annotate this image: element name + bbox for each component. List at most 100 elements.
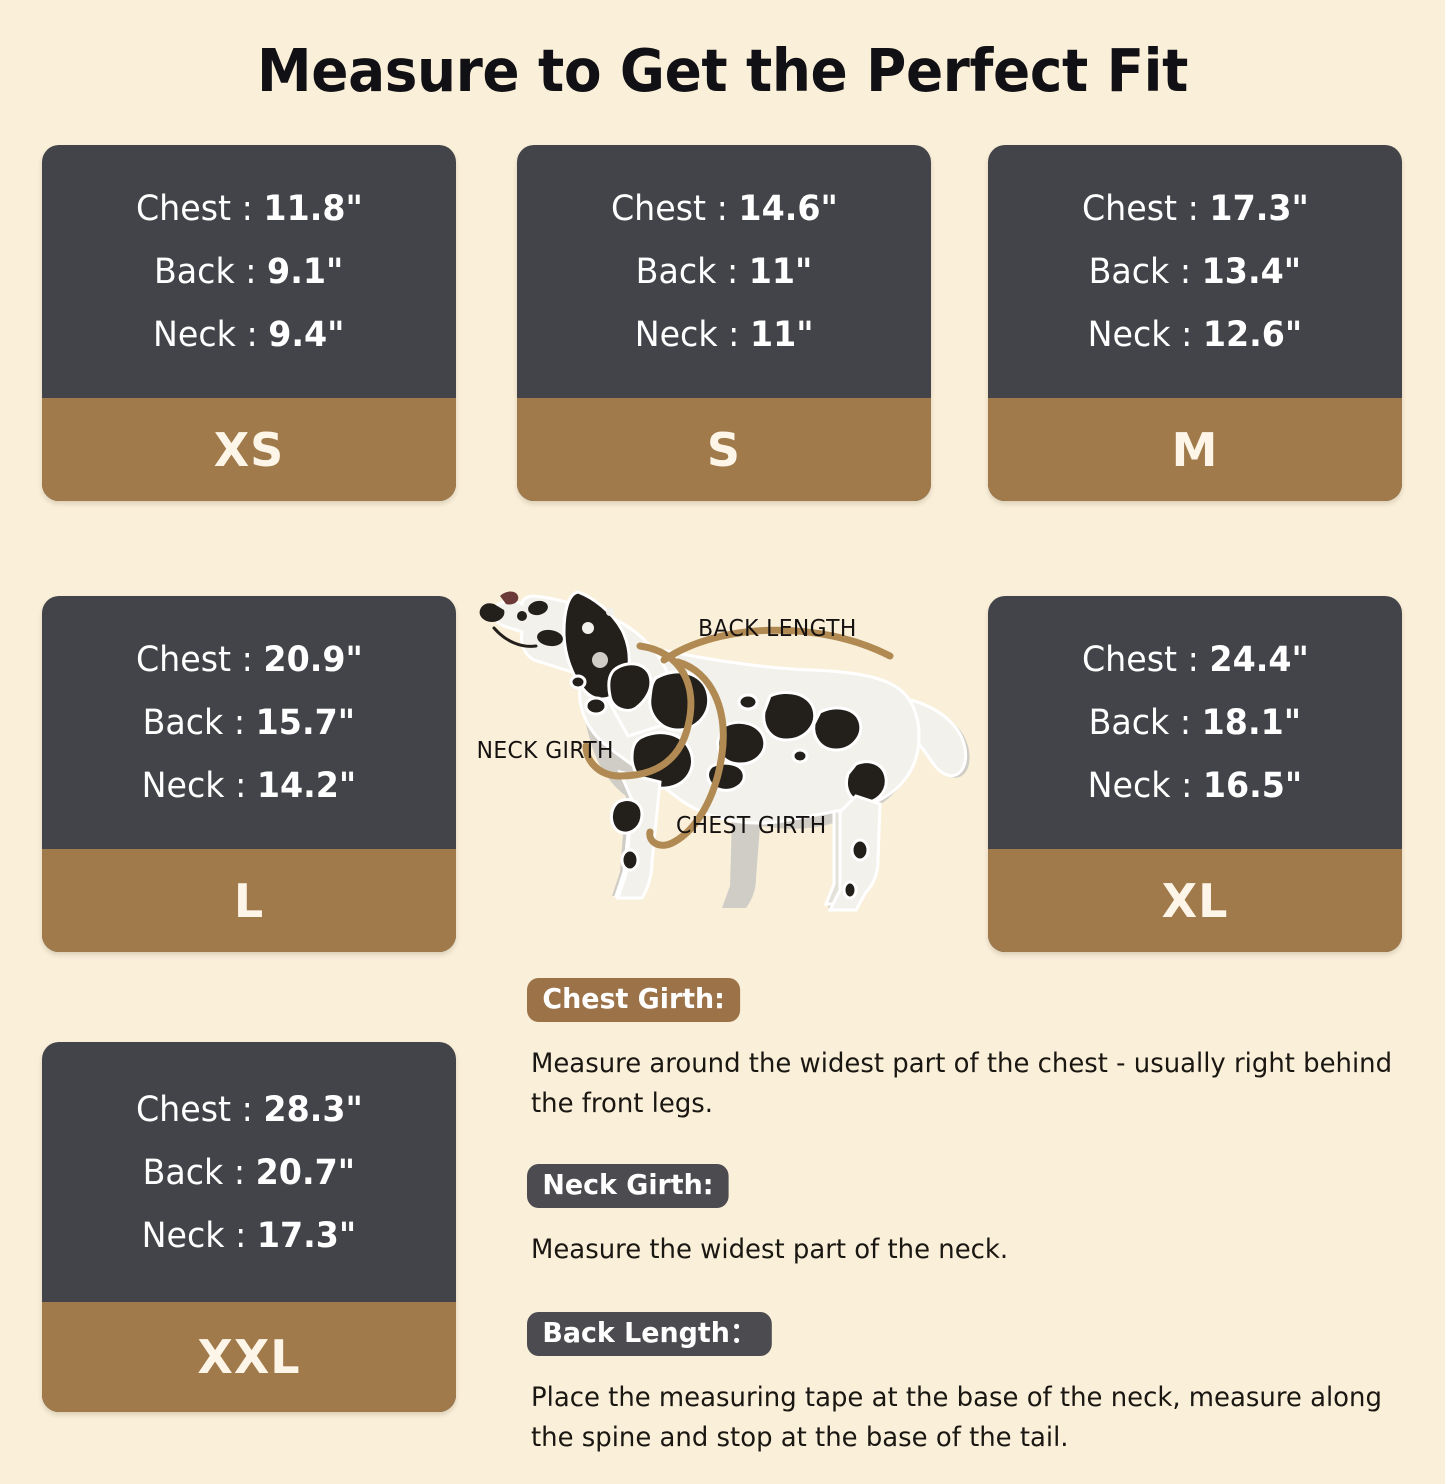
- size-name: XL: [1161, 873, 1229, 928]
- dog-mouth: [492, 626, 538, 648]
- spec-back-label: Back :: [1088, 252, 1192, 292]
- size-name: XXL: [197, 1330, 301, 1384]
- spec-neck-value: 14.2": [256, 766, 357, 806]
- spec-chest-label: Chest :: [1081, 640, 1199, 680]
- diagram-label-back-length: BACK LENGTH: [698, 616, 857, 642]
- size-chart-page: Measure to Get the Perfect Fit Chest : 1…: [42, 36, 1402, 1453]
- size-card-l: Chest : 20.9" Back : 15.7" Neck : 14.2" …: [42, 596, 456, 952]
- spec-back: Back : 20.7": [142, 1152, 356, 1193]
- spec-neck: Neck : 9.4": [153, 318, 344, 353]
- spec-chest-value: 24.4": [1209, 640, 1309, 680]
- spec-back-label: Back :: [1088, 703, 1192, 743]
- spec-chest: Chest : 24.4": [1082, 643, 1309, 678]
- size-card-footer: S: [517, 398, 931, 501]
- size-card-xs: Chest : 11.8" Back : 9.1" Neck : 9.4" XS: [42, 145, 456, 501]
- spec-back-label: Back :: [635, 252, 739, 292]
- spec-neck-label: Neck :: [141, 766, 247, 806]
- size-card-specs: Chest : 20.9" Back : 15.7" Neck : 14.2": [42, 596, 456, 849]
- dog-spot-body-1: [648, 670, 711, 732]
- instruction-text-chest-girth: Measure around the widest part of the ch…: [531, 1048, 1393, 1119]
- dog-ear-spot-1: [582, 622, 594, 634]
- spec-back: Back : 15.7": [143, 706, 355, 741]
- spec-chest-label: Chest :: [135, 189, 253, 229]
- spec-chest-label: Chest :: [135, 1089, 253, 1130]
- instruction-heading-chest-girth: Chest Girth:: [527, 978, 741, 1022]
- size-card-specs: Chest : 24.4" Back : 18.1" Neck : 16.5": [988, 596, 1402, 849]
- size-card-specs: Chest : 11.8" Back : 9.1" Neck : 9.4": [42, 145, 456, 398]
- spec-neck-label: Neck :: [1087, 315, 1193, 355]
- size-card-footer: XXL: [42, 1302, 456, 1412]
- diagram-label-chest-girth: CHEST GIRTH: [675, 813, 827, 839]
- spec-back: Back : 13.4": [1089, 255, 1301, 290]
- dog-spot-body-6: [737, 693, 759, 711]
- spec-back-value: 15.7": [255, 703, 356, 743]
- spec-neck-label: Neck :: [153, 315, 258, 355]
- spec-back-label: Back :: [142, 1152, 246, 1193]
- size-card-footer: XS: [42, 398, 456, 501]
- spec-neck: Neck : 17.3": [142, 1215, 357, 1256]
- dog-spot-leg-3: [850, 838, 870, 862]
- spec-chest-label: Chest :: [1081, 189, 1199, 229]
- diagram-label-neck-girth: NECK GIRTH: [476, 738, 614, 764]
- size-card-footer: M: [988, 398, 1402, 501]
- page-title: Measure to Get the Perfect Fit: [257, 36, 1188, 105]
- spec-back-label: Back :: [142, 703, 246, 743]
- spec-neck: Neck : 11": [635, 318, 814, 353]
- dog-nose: [479, 603, 505, 622]
- spec-chest: Chest : 11.8": [136, 192, 363, 227]
- size-card-s: Chest : 14.6" Back : 11" Neck : 11" S: [517, 145, 931, 501]
- neck-girth-tape-icon: [582, 642, 695, 780]
- size-card-footer: L: [42, 849, 456, 952]
- dog-spot-leg-4: [842, 880, 858, 900]
- spec-neck-label: Neck :: [1087, 766, 1193, 806]
- instruction-heading-neck-girth: Neck Girth:: [527, 1163, 729, 1208]
- spec-back-value: 9.1": [267, 252, 344, 292]
- spec-neck-label: Neck :: [634, 315, 740, 355]
- dog-eye: [517, 611, 527, 621]
- spec-chest-label: Chest :: [135, 640, 253, 680]
- spec-back-value: 11": [748, 252, 813, 292]
- spec-back: Back : 9.1": [154, 255, 343, 290]
- dog-spot-muzzle: [500, 591, 519, 605]
- dog-spot-leg-1: [610, 798, 644, 835]
- dog-spot-body-4: [762, 691, 817, 742]
- dog-ear-spot-3: [606, 608, 614, 616]
- size-name: L: [233, 873, 265, 928]
- instruction-block-back-length: Back Length： Place the measuring tape at…: [527, 1311, 1407, 1458]
- dog-measurement-diagram: [460, 560, 1000, 950]
- spec-neck-value: 12.6": [1202, 315, 1303, 355]
- spec-neck-value: 17.3": [256, 1215, 357, 1256]
- spec-back-value: 20.7": [255, 1152, 356, 1193]
- spec-chest-value: 20.9": [263, 640, 363, 680]
- dog-spot-neck-3: [569, 674, 587, 690]
- measurement-instructions: Chest Girth: Measure around the widest p…: [527, 978, 1407, 1484]
- spec-chest: Chest : 17.3": [1082, 192, 1309, 227]
- spec-neck-value: 11": [749, 315, 814, 355]
- instruction-block-neck-girth: Neck Girth: Measure the widest part of t…: [527, 1163, 1407, 1270]
- size-card-specs: Chest : 14.6" Back : 11" Neck : 11": [517, 145, 931, 398]
- spec-chest-label: Chest :: [610, 189, 728, 229]
- spec-neck: Neck : 16.5": [1088, 769, 1303, 804]
- size-card-footer: XL: [988, 849, 1402, 952]
- size-card-xxl: Chest : 28.3" Back : 20.7" Neck : 17.3" …: [42, 1042, 456, 1412]
- size-card-xl: Chest : 24.4" Back : 18.1" Neck : 16.5" …: [988, 596, 1402, 952]
- spec-chest-value: 17.3": [1209, 189, 1309, 229]
- size-card-specs: Chest : 17.3" Back : 13.4" Neck : 12.6": [988, 145, 1402, 398]
- spec-neck-value: 9.4": [268, 315, 345, 355]
- spec-chest-value: 14.6": [738, 189, 838, 229]
- dog-ear-spot-2: [592, 652, 608, 668]
- dog-spot-leg-2: [620, 848, 640, 872]
- spec-back: Back : 18.1": [1089, 706, 1301, 741]
- spec-back-value: 18.1": [1201, 703, 1302, 743]
- spec-back-value: 13.4": [1201, 252, 1302, 292]
- spec-neck: Neck : 12.6": [1088, 318, 1303, 353]
- size-name: XS: [213, 422, 285, 477]
- spec-neck-value: 16.5": [1202, 766, 1303, 806]
- spec-chest-value: 28.3": [263, 1089, 363, 1130]
- size-name: M: [1171, 422, 1219, 477]
- spec-chest: Chest : 28.3": [135, 1089, 363, 1130]
- size-name: S: [706, 422, 742, 477]
- instruction-heading-back-length: Back Length：: [527, 1311, 773, 1356]
- instruction-block-chest-girth: Chest Girth: Measure around the widest p…: [527, 978, 1407, 1124]
- spec-chest: Chest : 14.6": [611, 192, 838, 227]
